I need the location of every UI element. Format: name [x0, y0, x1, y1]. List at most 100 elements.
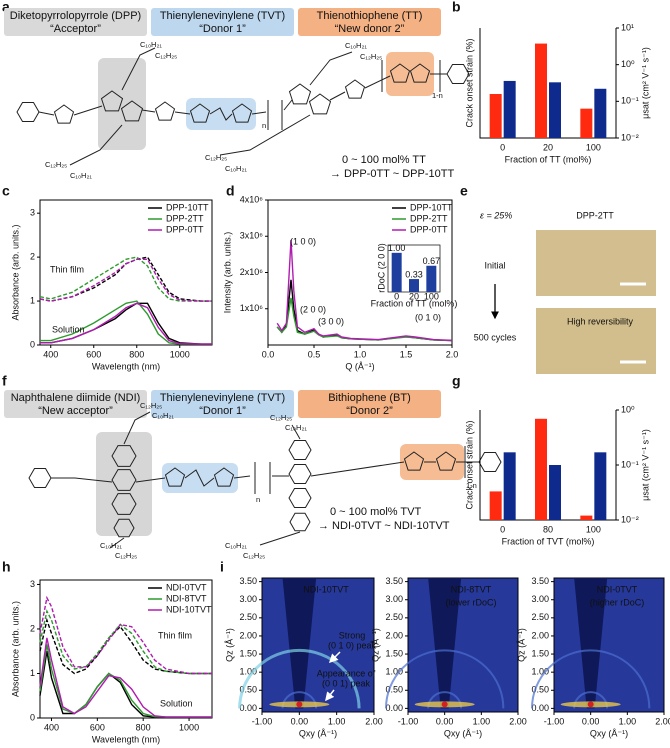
- side-chain: C₁₀H₂₁: [140, 40, 162, 49]
- y-tick-label: 2: [30, 623, 35, 633]
- annotation: Appearance of: [317, 668, 376, 678]
- x-tick-label: 80: [543, 524, 553, 534]
- bond: [259, 531, 301, 546]
- ring: [288, 488, 312, 508]
- ring: [111, 469, 137, 491]
- repeat-label: 1-n: [466, 481, 477, 490]
- x-tick-label: 1.00: [473, 716, 491, 726]
- x-tick-label: 1.00: [619, 716, 637, 726]
- legend-label: DPP-10TT: [166, 202, 209, 212]
- unit-box: [151, 390, 294, 418]
- y-tick-label: 3.00: [531, 594, 549, 604]
- x-tick-label: 400: [44, 722, 59, 732]
- inset-x-tick-label: 100: [424, 291, 439, 301]
- bond: [291, 424, 301, 440]
- ring: [111, 493, 137, 515]
- bond: [174, 111, 191, 115]
- x-axis-label: Q (Å⁻¹): [345, 361, 374, 371]
- x-tick-label: 1.5: [400, 349, 413, 359]
- unit-highlight: [96, 432, 152, 536]
- x-tick-label: 1000: [179, 722, 199, 732]
- plot-frame: [39, 199, 213, 346]
- ring: [288, 83, 312, 105]
- bar: [489, 94, 502, 138]
- x-tick-label: 2.00: [509, 716, 527, 726]
- inset-x-label: Fraction of TT (mol%): [371, 298, 458, 308]
- bond: [233, 475, 251, 479]
- bar: [549, 82, 561, 138]
- side-chain: C₁₀H₂₁: [70, 171, 92, 180]
- strain-label: ε = 25%: [480, 210, 512, 220]
- annotation: Thin film: [50, 264, 84, 274]
- composition: 0 ~ 100 mol% TVT: [330, 506, 421, 518]
- series-range: → DPP-0TT ~ DPP-10TT: [330, 168, 454, 180]
- ring: [389, 63, 411, 83]
- image-title: NDI-8TVT: [451, 584, 492, 594]
- y-tick-label: 4x10⁶: [240, 194, 264, 204]
- state-label: Initial: [484, 260, 505, 270]
- bond: [135, 477, 166, 483]
- side-chain: C₁₀H₂₁: [100, 541, 122, 550]
- bar: [503, 80, 516, 138]
- image-subtitle: (lower rDoC): [445, 597, 496, 607]
- y-axis-label: Crack onset strain (%): [464, 420, 474, 509]
- x-tick-label: 0.00: [436, 716, 454, 726]
- y2-axis-label: μsat (cm² V⁻¹ s⁻¹): [640, 429, 650, 501]
- panel-label: d: [226, 183, 235, 199]
- ring: [53, 104, 75, 124]
- inset-value-label: 0.33: [405, 269, 423, 279]
- unit-role: “Donor 1”: [199, 23, 246, 35]
- side-chain: C₁₀H₂₁: [345, 41, 367, 50]
- legend-label: NDI-10TVT: [166, 604, 212, 614]
- x-tick-label: -1.00: [252, 716, 273, 726]
- line: [39, 258, 212, 302]
- side-chain: C₁₀H₂₁: [225, 164, 247, 173]
- repeat-label: n: [262, 121, 266, 130]
- inset-x-tick-label: 20: [409, 291, 419, 301]
- panel-label: e: [460, 183, 468, 199]
- x-tick-label: 0: [500, 524, 505, 534]
- y-axis-label: Absorbance (arb. units.): [10, 224, 20, 320]
- diffraction-ring: [385, 649, 505, 709]
- ring: [28, 468, 52, 488]
- y-tick-label: 3.50: [531, 576, 549, 586]
- y-tick-label: 3.00: [239, 594, 257, 604]
- y-tick-label: 0.00: [531, 703, 549, 713]
- annotation: Solution: [160, 698, 193, 708]
- x-tick-label: 1.0: [354, 349, 367, 359]
- ring: [403, 451, 425, 471]
- unit-highlight: [186, 98, 256, 130]
- beam-center: [441, 701, 448, 708]
- inset-bar: [409, 279, 419, 292]
- x-tick-label: 0.00: [582, 716, 600, 726]
- x-tick-label: 2.00: [655, 716, 670, 726]
- bar: [594, 452, 607, 520]
- ring: [154, 101, 176, 121]
- bond: [209, 107, 233, 121]
- side-chain: C₁₂H₂₅: [115, 551, 137, 560]
- y-tick-label: 0.50: [239, 685, 257, 695]
- y-axis-label: Qz (Å⁻¹): [516, 628, 526, 662]
- x-tick-label: 100: [586, 142, 601, 152]
- side-chain: C₁₂H₂₅: [360, 52, 382, 61]
- x-tick-label: 1000: [170, 349, 190, 359]
- unit-name: Thienylenevinylene (TVT): [160, 10, 285, 22]
- annotation: (0 1 0) peak: [328, 640, 377, 650]
- diffraction-ring: [531, 649, 651, 709]
- ring: [164, 467, 186, 487]
- y2-tick-label: 10⁰: [621, 59, 635, 69]
- y-tick-label: 0.50: [385, 685, 403, 695]
- y-tick-label: 3.50: [239, 576, 257, 586]
- x-axis-label: Qxy (Å⁻¹): [444, 728, 482, 738]
- panel-label: g: [452, 373, 461, 389]
- bond: [184, 469, 215, 487]
- panel-label: f: [2, 373, 7, 389]
- bond: [38, 111, 55, 116]
- legend-label: DPP-2TT: [410, 213, 448, 223]
- unit-box: [151, 8, 294, 36]
- x-tick-label: 800: [136, 722, 151, 732]
- x-tick-label: 2.00: [365, 716, 383, 726]
- x-tick-label: 0.5: [308, 349, 321, 359]
- y2-tick-label: 10⁻¹: [621, 96, 639, 106]
